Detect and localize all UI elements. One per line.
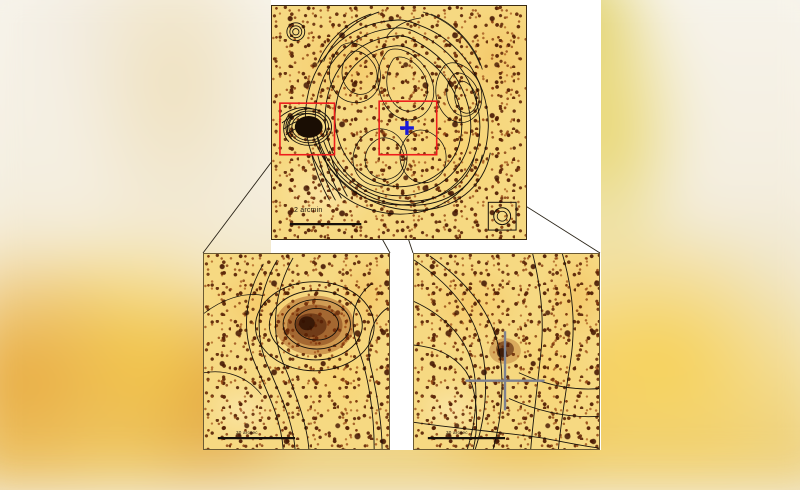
region-box-left (279, 102, 336, 156)
inset-left-bright-sources (204, 254, 389, 449)
main-scalebar-label: 2 arcmin (294, 207, 323, 214)
blue-cross-marker (399, 121, 414, 135)
inset-right-scalebar-label: 30 arcsec (446, 430, 468, 435)
inset-panel-left: 30 arcsec (203, 253, 390, 450)
inset-right-contour-overlay (413, 253, 600, 450)
inset-left-starfield (204, 254, 389, 449)
main-image-panel: 2 arcmin (271, 5, 527, 240)
crosshair-marker (465, 331, 545, 411)
inset-left-contour-overlay (203, 257, 389, 450)
region-box-right (378, 100, 438, 156)
inset-left-scalebar-label: 30 arcsec (236, 430, 258, 435)
inset-panel-right: 30 arcsec (413, 253, 600, 450)
inset-right-starfield (414, 254, 599, 449)
beam-size-indicator (487, 201, 517, 231)
main-panel-contour-overlay (279, 11, 517, 231)
